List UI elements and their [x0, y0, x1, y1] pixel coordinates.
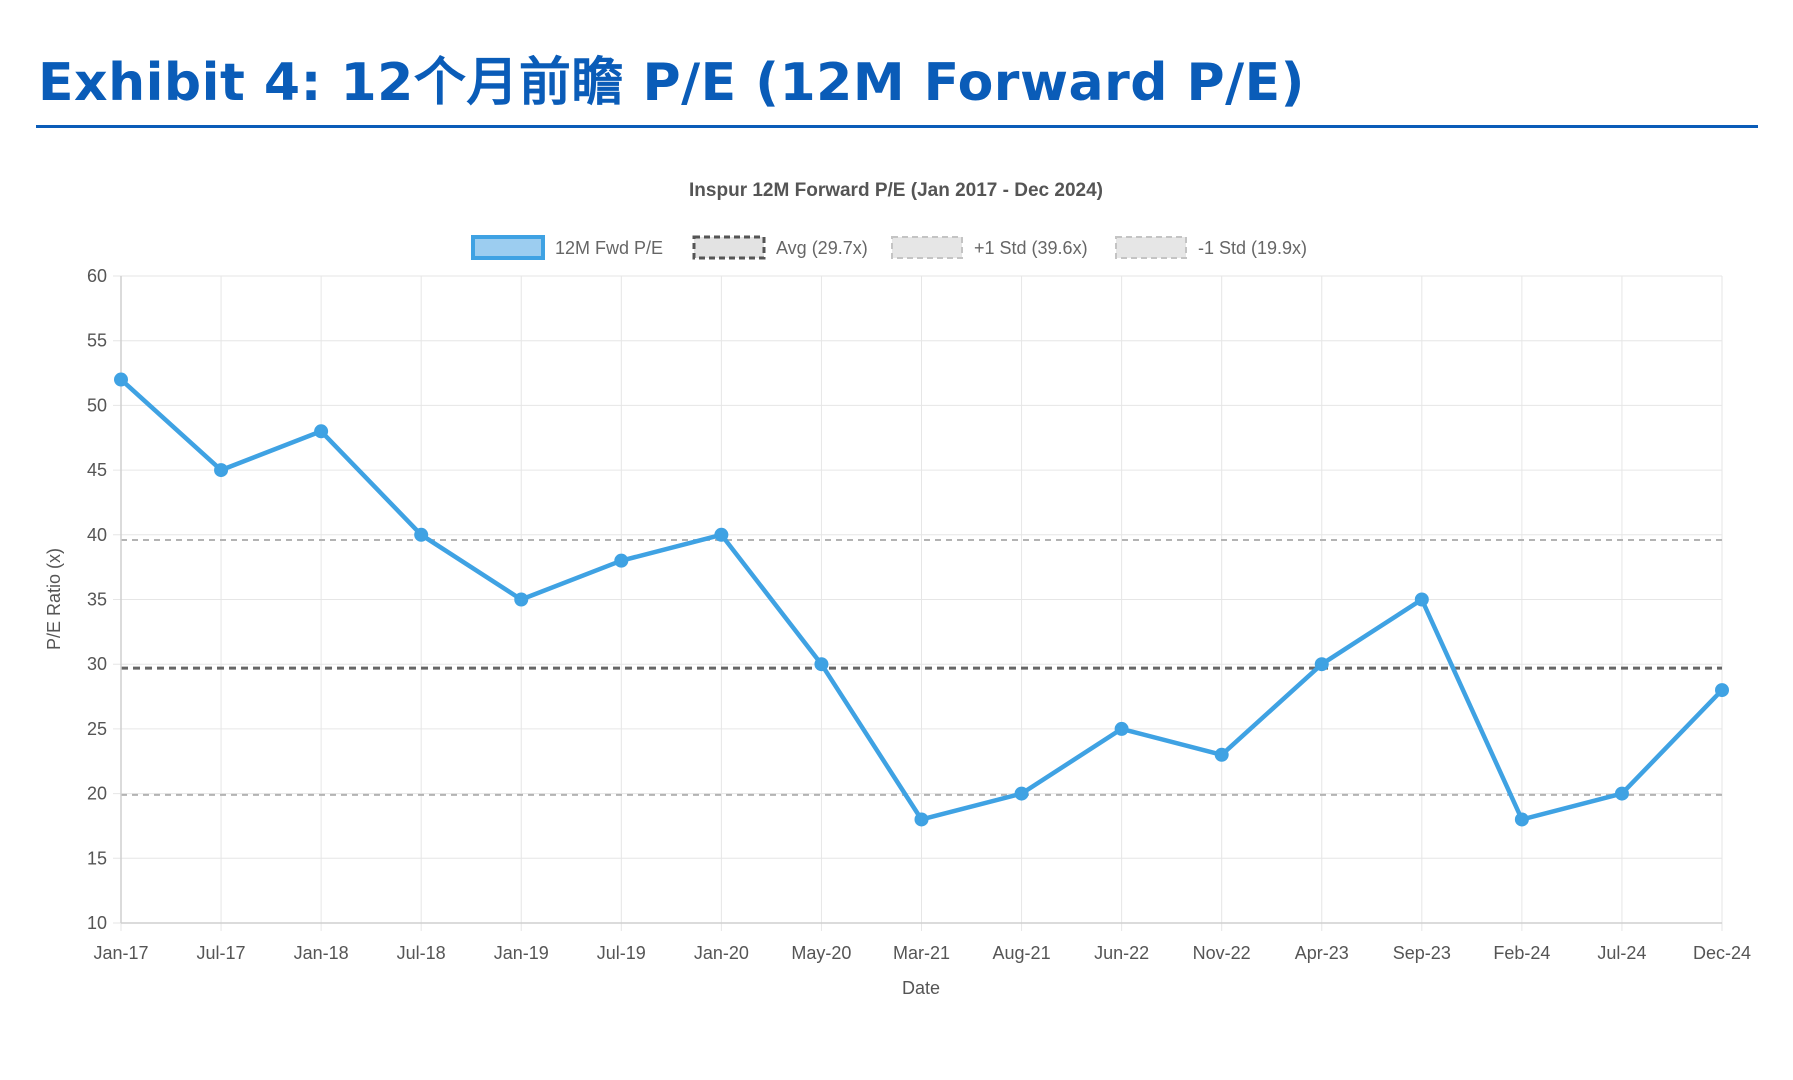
chart-title: Inspur 12M Forward P/E (Jan 2017 - Dec 2…: [689, 180, 1103, 201]
data-point[interactable]: [414, 527, 429, 542]
legend-item[interactable]: 12M Fwd P/E: [471, 235, 663, 260]
x-tick-label: Jan-17: [93, 943, 148, 963]
x-tick-label: Sep-23: [1393, 943, 1451, 963]
x-tick-label: Aug-21: [993, 943, 1051, 963]
y-tick-label: 45: [87, 460, 107, 480]
x-tick-label: Jul-18: [397, 943, 446, 963]
legend-item[interactable]: -1 Std (19.9x): [1115, 236, 1307, 259]
y-axis-title: P/E Ratio (x): [44, 548, 64, 650]
x-tick-label: Jul-24: [1597, 943, 1646, 963]
data-point[interactable]: [1614, 786, 1629, 801]
y-tick-label: 15: [87, 848, 107, 868]
series-group: [114, 372, 1729, 827]
legend-item[interactable]: +1 Std (39.6x): [891, 236, 1088, 259]
y-tick-label: 10: [87, 913, 107, 933]
legend-label: Avg (29.7x): [776, 238, 868, 258]
data-point[interactable]: [714, 527, 729, 542]
data-point[interactable]: [214, 463, 229, 478]
y-tick-label: 20: [87, 784, 107, 804]
x-tick-label: Feb-24: [1493, 943, 1550, 963]
chart-grid: [113, 275, 1723, 931]
x-tick-label: Dec-24: [1693, 943, 1751, 963]
data-point[interactable]: [314, 424, 329, 439]
y-tick-label: 60: [87, 266, 107, 286]
x-tick-label: Jun-22: [1094, 943, 1149, 963]
x-tick-label: Jan-18: [294, 943, 349, 963]
x-tick-label: Jul-17: [197, 943, 246, 963]
data-point[interactable]: [514, 592, 529, 607]
y-tick-label: 55: [87, 331, 107, 351]
data-point[interactable]: [1414, 592, 1429, 607]
data-point[interactable]: [1314, 657, 1329, 672]
legend-swatch: [1115, 236, 1187, 259]
legend-swatch: [471, 235, 545, 260]
legend-label: 12M Fwd P/E: [555, 238, 663, 258]
y-tick-label: 25: [87, 719, 107, 739]
data-point[interactable]: [114, 372, 128, 387]
chart-axes: 10 15 20 25 30 35 40 45 50 55 60 Jan-17 Jul-17 Jan-18…: [87, 266, 1751, 963]
data-point[interactable]: [1014, 786, 1029, 801]
exhibit-title: Exhibit 4: 12个月前瞻 P/E (12M Forward P/E): [38, 53, 1305, 113]
y-tick-label: 30: [87, 654, 107, 674]
data-point[interactable]: [914, 812, 929, 827]
data-point[interactable]: [614, 553, 629, 568]
x-tick-label: Nov-22: [1193, 943, 1251, 963]
x-tick-label: May-20: [791, 943, 851, 963]
x-tick-label: Jan-20: [694, 943, 749, 963]
legend-item[interactable]: Avg (29.7x): [692, 235, 868, 260]
data-point[interactable]: [814, 657, 829, 672]
y-tick-label: 50: [87, 395, 107, 415]
data-point[interactable]: [1514, 812, 1529, 827]
x-tick-label: Jul-19: [597, 943, 646, 963]
data-point[interactable]: [1114, 721, 1129, 736]
legend-swatch: [891, 236, 963, 259]
legend-swatch: [692, 235, 766, 260]
data-point[interactable]: [1715, 683, 1729, 698]
legend-label: +1 Std (39.6x): [974, 238, 1088, 258]
y-tick-label: 35: [87, 590, 107, 610]
x-tick-label: Mar-21: [893, 943, 950, 963]
x-tick-label: Jan-19: [494, 943, 549, 963]
y-tick-label: 40: [87, 525, 107, 545]
chart-legend[interactable]: 12M Fwd P/E Avg (29.7x) +1 Std (39.6x) -1 S…: [471, 235, 1307, 260]
legend-label: -1 Std (19.9x): [1198, 238, 1307, 258]
data-point[interactable]: [1214, 747, 1229, 762]
x-axis-title: Date: [902, 978, 940, 998]
title-divider: [36, 125, 1758, 128]
x-tick-label: Apr-23: [1295, 943, 1349, 963]
